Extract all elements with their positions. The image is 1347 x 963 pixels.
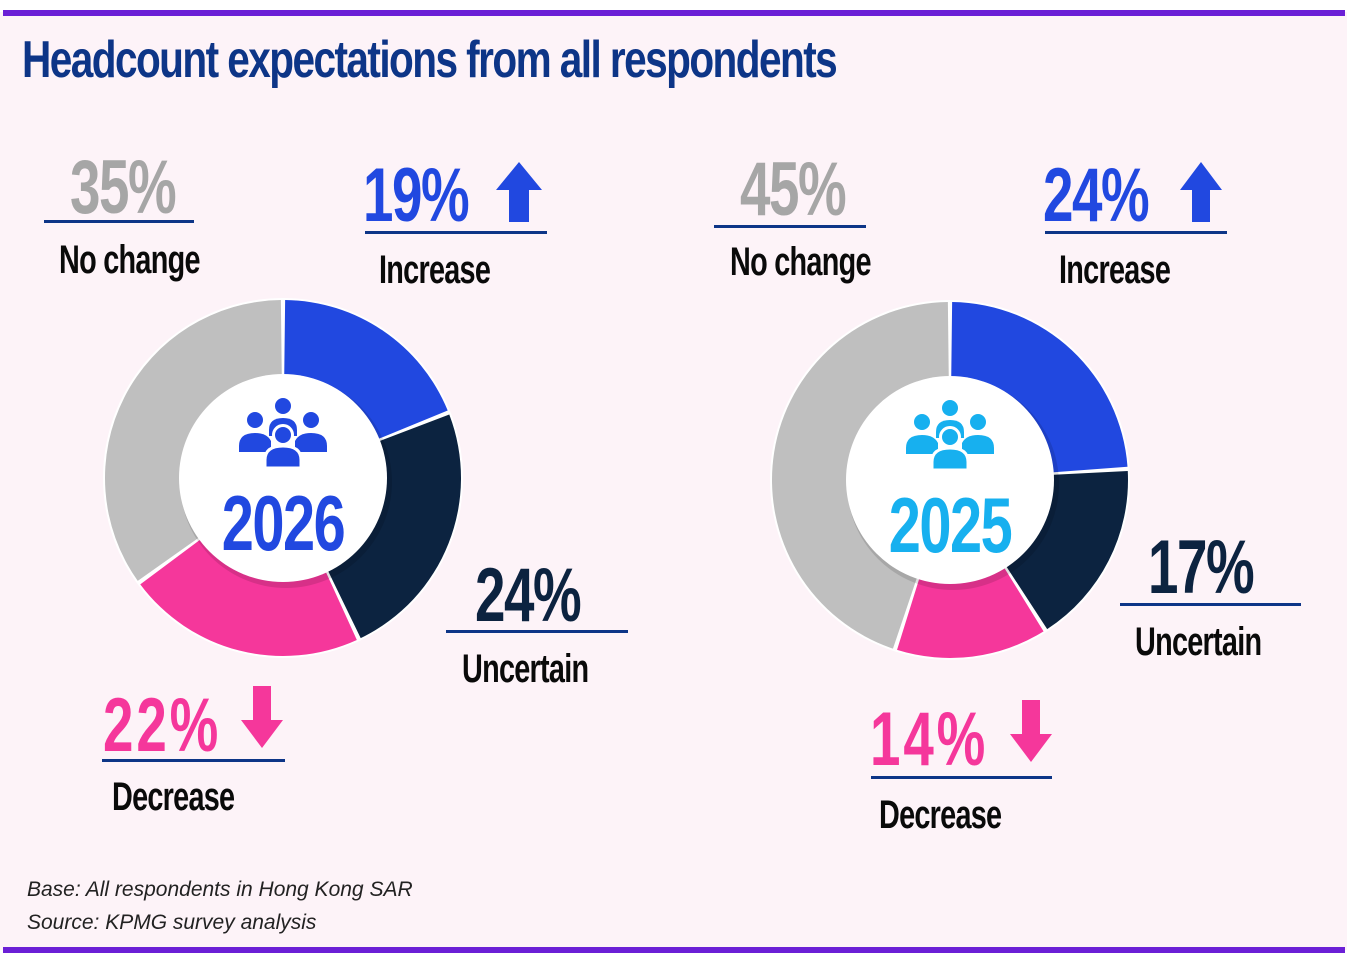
value-text: 17% [1148,525,1255,610]
label-2025-decrease-value: 14% [870,702,1034,778]
label-2026-uncertain: Uncertain [462,647,589,691]
value-text: 24% [1043,153,1150,238]
donut-segment-decrease [897,559,1044,658]
donut-segment-increase [951,302,1128,473]
underline [1045,231,1227,234]
donut-segment-uncertain [1001,470,1128,630]
donut-center [179,374,387,582]
top-accent-bar [3,10,1345,16]
footnote-source: Source: KPMG survey analysis [27,911,317,934]
donut-chart-2025: 2025 [770,300,1130,660]
label-2026-decrease-value: 22% [103,688,267,764]
underline [1120,603,1301,606]
arrow-down-icon [1010,700,1052,762]
value-text: 35% [70,145,177,230]
underline [365,231,547,234]
donut-year-label: 2026 [222,480,344,568]
arrow-up-icon [1180,162,1222,222]
label-2026-increase: Increase [379,248,491,292]
page-title: Headcount expectations from all responde… [22,31,838,89]
label-2025-uncertain: Uncertain [1135,620,1262,664]
underline [446,630,628,633]
people-group-icon [906,400,994,472]
value-text: 24% [475,553,582,638]
value-text: 19% [363,153,470,238]
label-2026-no-change: No change [59,238,200,282]
label-2025-increase-value: 24% [1043,158,1189,234]
arrow-up-icon [496,162,542,222]
label-2026-increase-value: 19% [363,158,509,234]
donut-segment-increase [284,300,448,443]
value-text: 45% [740,147,847,232]
label-2025-decrease: Decrease [879,793,1002,837]
label-2026-uncertain-value: 24% [475,558,621,634]
label-2025-no-change: No change [730,240,871,284]
value-text: 14% [870,697,989,782]
footnote-base: Base: All respondents in Hong Kong SAR [27,878,413,901]
donut-chart-2026: 2026 [103,298,463,658]
arrow-down-icon [241,686,283,748]
underline [44,220,194,223]
bottom-accent-bar [3,947,1345,953]
label-2026-decrease: Decrease [112,775,235,819]
underline [102,759,285,762]
label-2025-increase: Increase [1059,248,1171,292]
label-2025-no-change-value: 45% [740,152,886,228]
label-2025-uncertain-value: 17% [1148,530,1294,606]
underline [714,225,866,228]
people-group-icon [239,398,327,470]
donut-center [846,376,1054,584]
donut-segment-decrease [140,534,357,657]
label-2026-no-change-value: 35% [70,150,216,226]
value-text: 22% [103,683,222,768]
underline [871,776,1052,779]
donut-segment-uncertain [324,414,461,639]
donut-year-label: 2025 [889,482,1012,570]
